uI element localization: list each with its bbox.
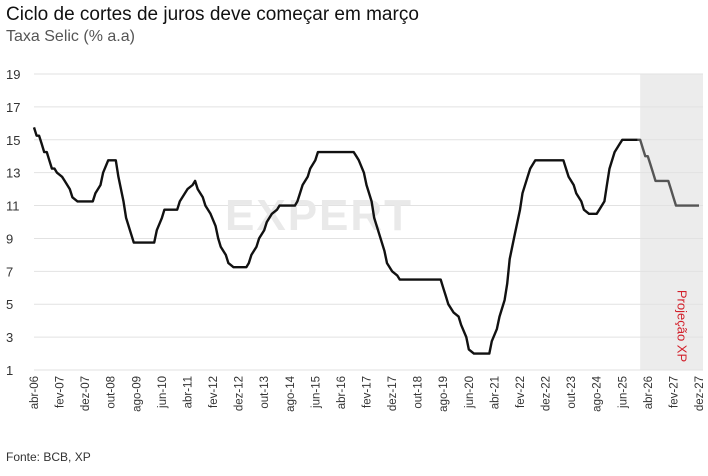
x-tick-label: jun-10 [157,376,169,409]
y-tick-label: 5 [6,297,13,312]
x-tick-label: dez-07 [80,376,92,411]
projection-band-group [640,74,703,370]
x-tick-label: dez-12 [234,376,246,411]
x-tick-label: fev-22 [515,376,527,408]
projection-label: Projeção XP [675,290,690,362]
x-axis-ticks: abr-06 fev-07 dez-07 out-08 ago-09 jun-10 abr-… [29,375,706,411]
x-tick-label: dez-27 [694,376,706,411]
y-tick-label: 13 [6,166,20,181]
projection-series-line [637,138,699,207]
gridlines [34,73,703,371]
x-tick-label: abr-11 [182,376,194,408]
x-tick-label: ago-09 [131,376,143,412]
watermark: EXPERT [225,191,413,240]
x-tick-label: abr-26 [643,376,655,409]
selic-series-line [32,127,638,355]
y-tick-label: 17 [6,100,20,115]
y-tick-label: 1 [6,363,13,378]
y-tick-label: 19 [6,67,20,82]
x-tick-label: jun-15 [310,376,322,409]
x-tick-label: fev-27 [668,376,680,408]
x-tick-label: jun-20 [464,376,476,409]
y-tick-label: 7 [6,264,13,279]
x-tick-label: ago-24 [592,375,604,411]
y-tick-label: 15 [6,133,20,148]
y-tick-label: 11 [6,199,20,214]
projection-band [640,74,703,370]
x-tick-label: out-13 [259,376,271,409]
x-tick-label: jun-25 [617,376,629,409]
x-tick-label: ago-14 [285,375,297,411]
y-tick-label: 3 [6,330,13,345]
source-note: Fonte: BCB, XP [6,450,91,464]
x-tick-label: out-23 [566,376,578,409]
x-tick-label: fev-07 [55,376,67,408]
chart-subtitle: Taxa Selic (% a.a) [6,28,135,45]
x-tick-label: ago-19 [438,376,450,412]
x-tick-label: abr-06 [29,376,41,409]
x-tick-label: out-18 [413,376,425,409]
y-tick-label: 9 [6,231,13,246]
chart-title: Ciclo de cortes de juros deve começar em… [6,4,419,25]
x-tick-label: out-08 [106,376,118,409]
x-tick-label: dez-22 [541,376,553,411]
x-tick-label: abr-16 [336,376,348,409]
x-tick-label: abr-21 [489,376,501,409]
x-tick-label: fev-12 [208,376,220,408]
series-lines [32,127,699,355]
x-tick-label: dez-17 [387,376,399,411]
x-tick-label: fev-17 [362,376,374,408]
